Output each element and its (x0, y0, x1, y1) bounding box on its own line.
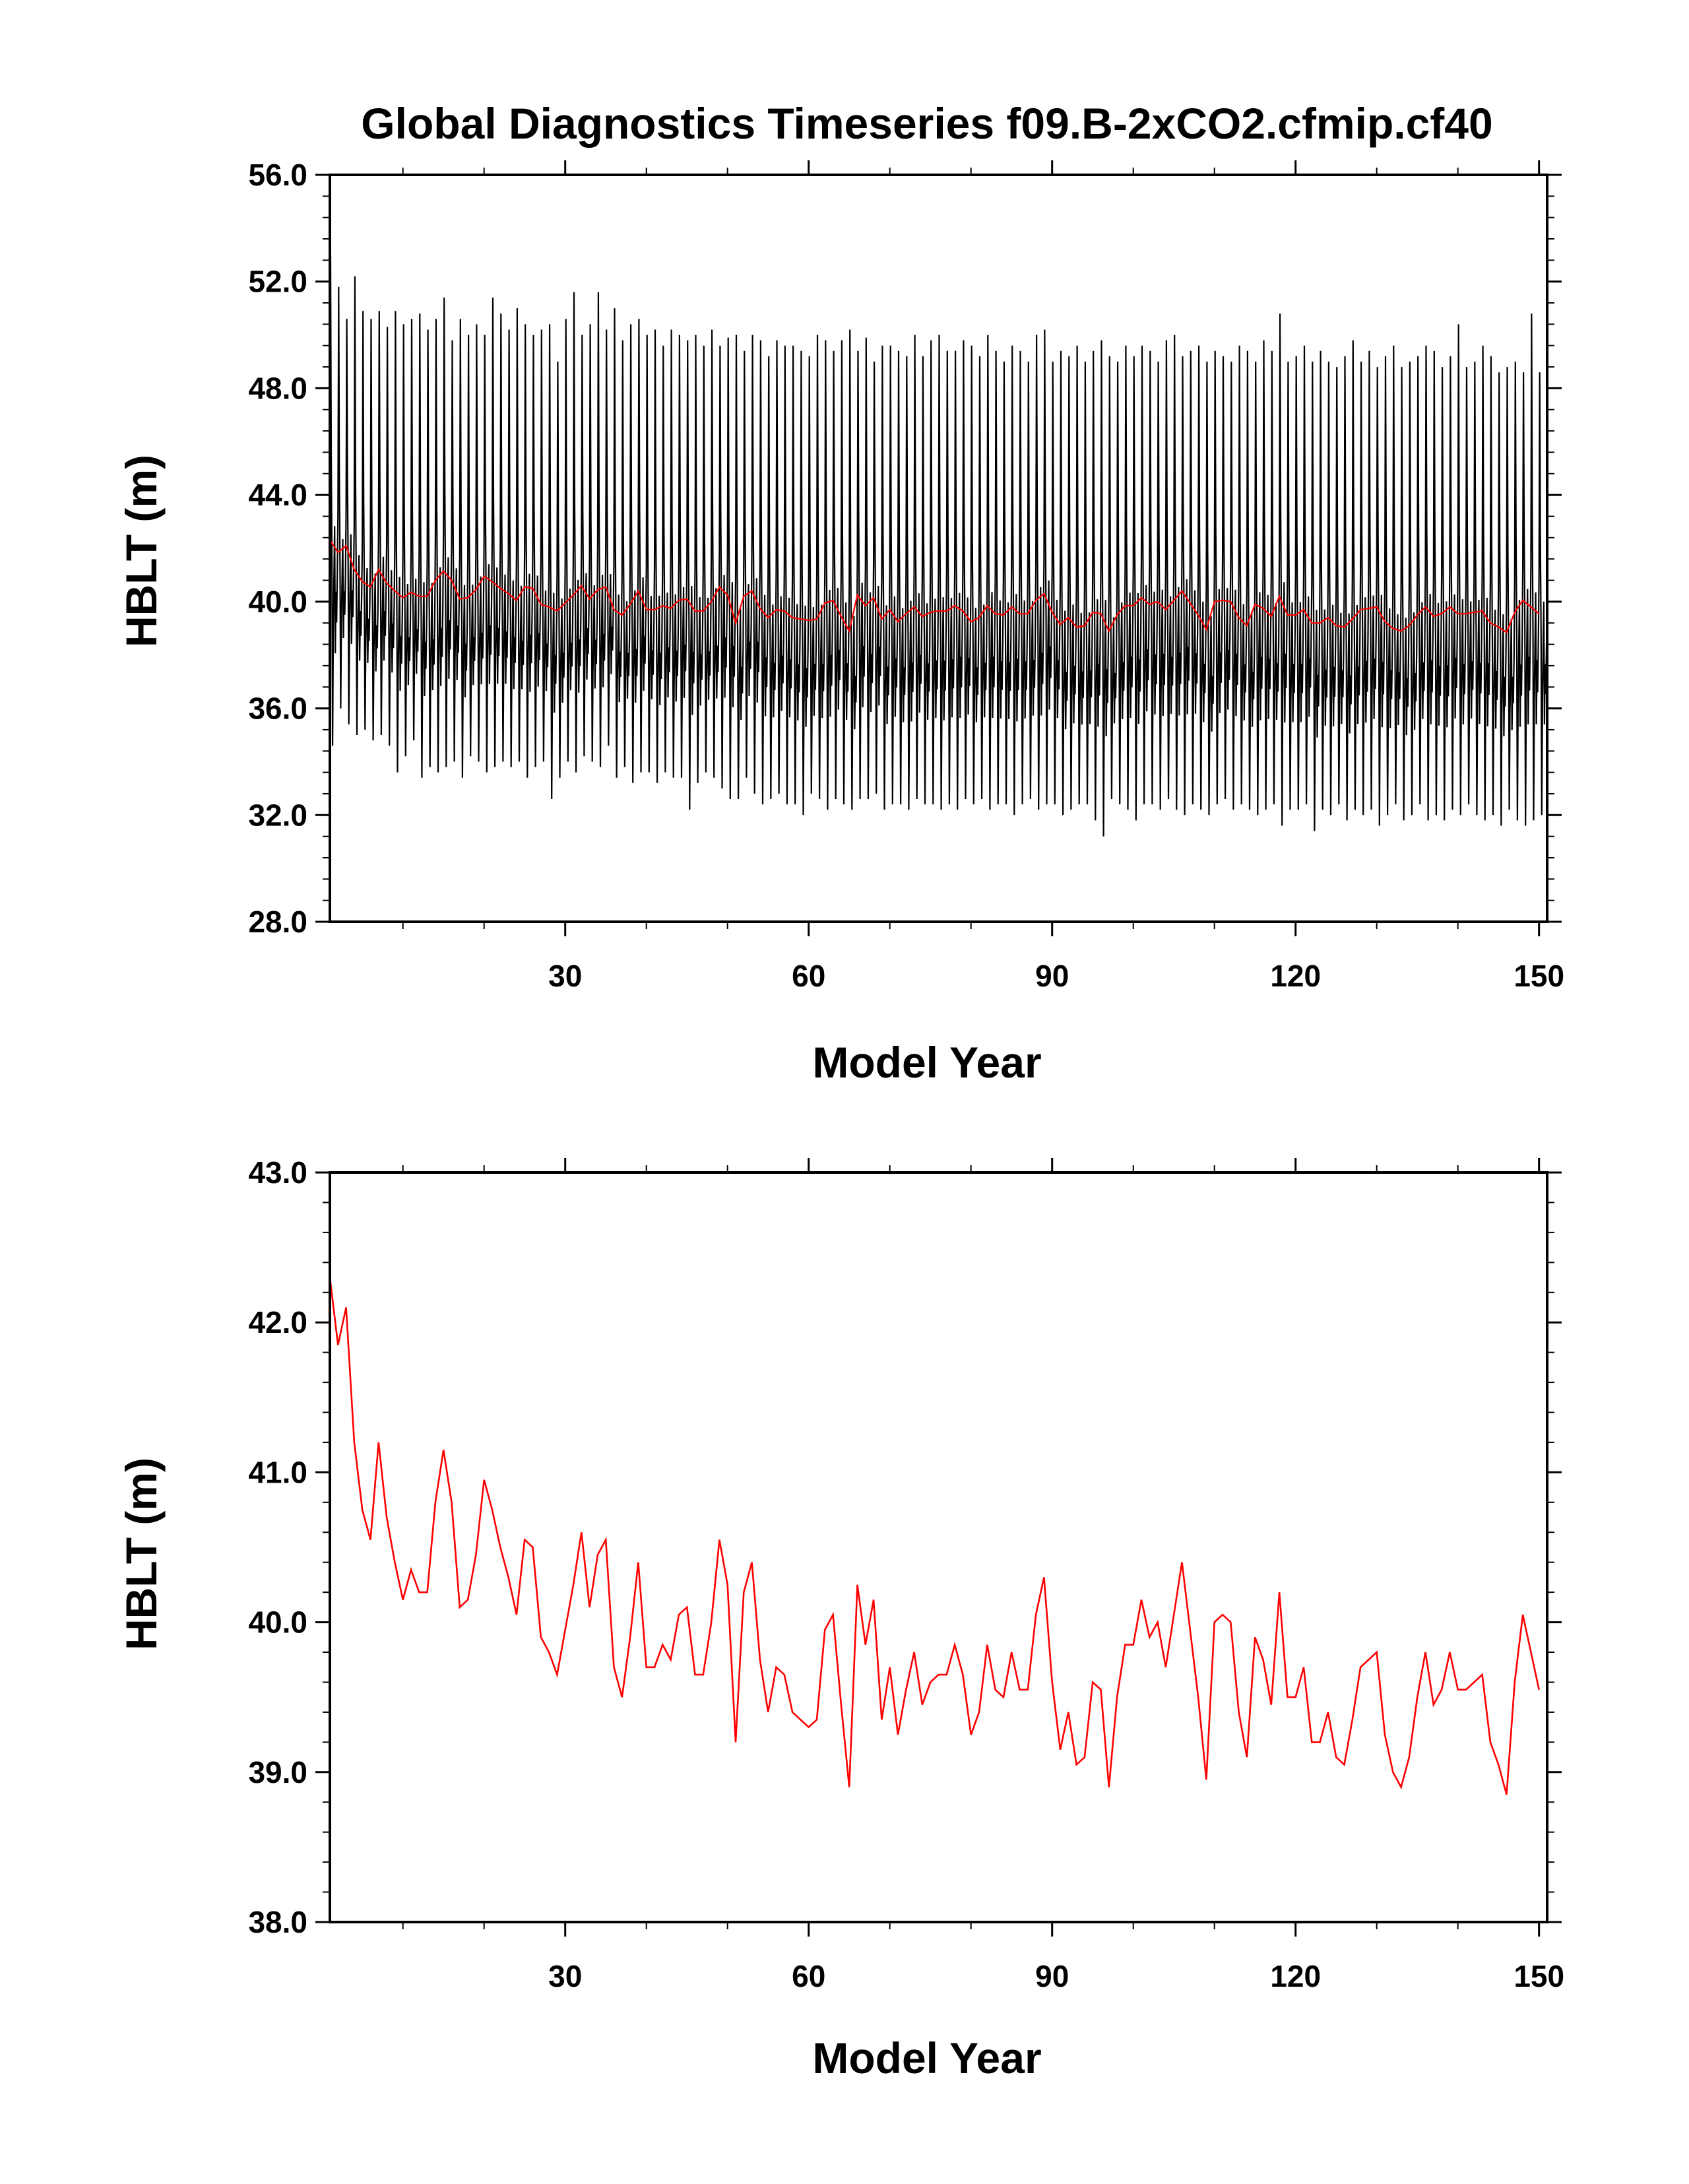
bottom-y-axis-label: HBLT (m) (117, 1458, 166, 1650)
top-ticks (315, 160, 1562, 936)
top-panel: 30 60 90 120 150 28.0 32.0 36.0 40.0 44.0 48.0 52.0… (117, 158, 1564, 1087)
y-tick-label: 48.0 (248, 371, 307, 405)
y-tick-label: 32.0 (248, 798, 307, 832)
y-tick-label: 28.0 (248, 905, 307, 939)
y-tick-label: 41.0 (248, 1455, 307, 1489)
bottom-axes-frame (329, 1171, 1548, 1923)
top-axes-frame (329, 174, 1548, 923)
x-tick-label: 30 (548, 959, 582, 993)
y-tick-label: 40.0 (248, 585, 307, 619)
y-tick-label: 38.0 (248, 1905, 307, 1939)
annual-mean-line-bottom (329, 1277, 1540, 1795)
y-tick-label: 40.0 (248, 1605, 307, 1640)
top-y-axis-label: HBLT (m) (117, 455, 166, 647)
bottom-x-axis-label: Model Year (812, 2034, 1041, 2082)
x-tick-label: 150 (1514, 1959, 1564, 1993)
annual-mean-line-top (329, 540, 1540, 633)
bottom-panel: 30 60 90 120 150 38.0 39.0 40.0 41.0 42.0 43.0 Mod… (117, 1155, 1564, 2082)
bottom-annual-series (329, 1277, 1540, 1795)
y-tick-label: 52.0 (248, 265, 307, 299)
bottom-plot-area (329, 1277, 1540, 1795)
x-tick-label: 90 (1035, 959, 1069, 993)
y-tick-label: 42.0 (248, 1305, 307, 1339)
x-tick-label: 30 (548, 1959, 582, 1993)
x-tick-label: 90 (1035, 1959, 1069, 1993)
bottom-tick-labels: 30 60 90 120 150 38.0 39.0 40.0 41.0 42.0 43.0 (248, 1155, 1564, 1993)
monthly-series-line (329, 255, 1548, 837)
y-tick-label: 43.0 (248, 1155, 307, 1190)
y-tick-label: 56.0 (248, 158, 307, 192)
top-tick-labels: 30 60 90 120 150 28.0 32.0 36.0 40.0 44.0 48.0 52.0… (248, 158, 1564, 993)
x-tick-label: 120 (1270, 1959, 1321, 1993)
y-tick-label: 36.0 (248, 691, 307, 726)
y-tick-label: 44.0 (248, 478, 307, 512)
bottom-ticks (315, 1158, 1562, 1937)
top-annual-series (329, 540, 1540, 633)
x-tick-label: 60 (792, 959, 825, 993)
y-tick-label: 39.0 (248, 1755, 307, 1789)
x-tick-label: 60 (792, 1959, 825, 1993)
top-monthly-series (329, 255, 1548, 837)
top-x-axis-label: Model Year (812, 1038, 1041, 1087)
chart-title: Global Diagnostics Timeseries f09.B-2xCO… (361, 99, 1492, 148)
top-plot-area (329, 255, 1548, 837)
x-tick-label: 120 (1270, 959, 1321, 993)
x-tick-label: 150 (1514, 959, 1564, 993)
